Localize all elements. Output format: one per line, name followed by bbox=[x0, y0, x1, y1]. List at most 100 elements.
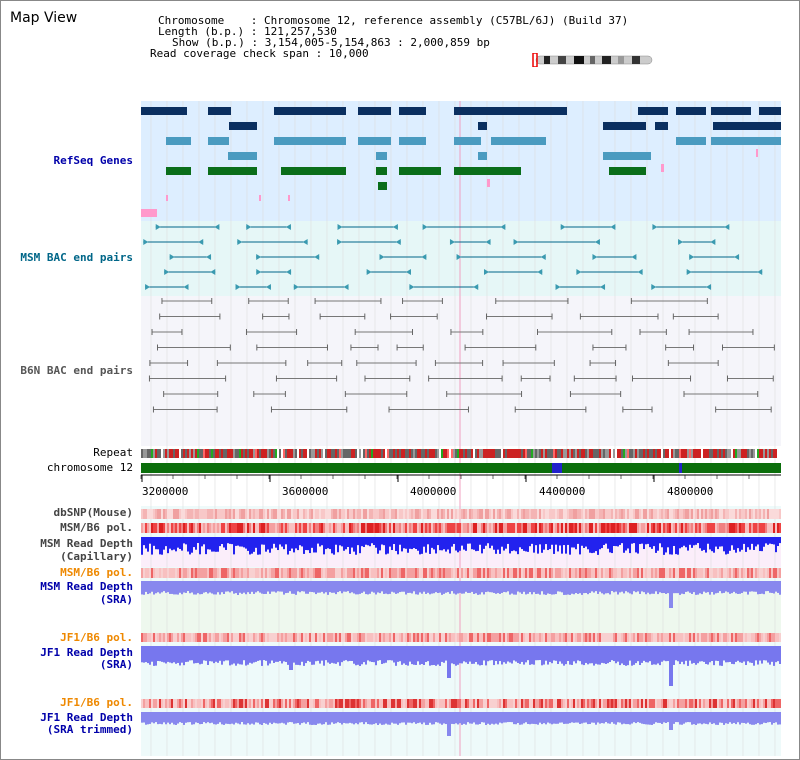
pol-cell bbox=[577, 568, 579, 578]
depth-bar bbox=[571, 581, 573, 594]
pol-cell bbox=[161, 699, 163, 708]
track-label-msm-b6-pol-sra[interactable]: MSM/B6 pol. bbox=[60, 566, 133, 579]
pol-cell bbox=[189, 509, 191, 519]
pol-cell bbox=[649, 509, 651, 519]
depth-bar bbox=[183, 712, 185, 725]
pol-cell bbox=[763, 633, 765, 642]
depth-bar bbox=[759, 537, 761, 552]
repeat-element bbox=[441, 449, 443, 458]
depth-bar bbox=[469, 646, 471, 662]
pol-cell bbox=[471, 633, 473, 642]
pol-cell bbox=[517, 568, 519, 578]
depth-bar bbox=[325, 537, 327, 550]
pol-cell bbox=[397, 509, 399, 519]
depth-bar bbox=[383, 712, 385, 725]
pol-cell bbox=[749, 633, 751, 642]
depth-bar bbox=[763, 712, 765, 723]
depth-bar bbox=[431, 712, 433, 725]
pol-cell bbox=[351, 509, 353, 519]
pol-cell bbox=[333, 509, 335, 519]
depth-bar bbox=[703, 646, 705, 662]
pol-cell bbox=[569, 633, 571, 642]
track-label-refseq[interactable]: RefSeq Genes bbox=[53, 154, 133, 167]
track-label-b6n-bac[interactable]: B6N BAC end pairs bbox=[20, 364, 133, 377]
depth-bar bbox=[309, 646, 311, 662]
track-label-chromosome[interactable]: chromosome 12 bbox=[46, 461, 133, 474]
pol-cell bbox=[247, 699, 249, 708]
pol-cell bbox=[651, 509, 653, 519]
track-label-msm-depth-sra[interactable]: MSM Read Depth bbox=[40, 580, 133, 593]
pol-cell bbox=[371, 523, 373, 533]
track-label-msm-b6-pol[interactable]: MSM/B6 pol. bbox=[60, 521, 133, 534]
repeat-element bbox=[303, 449, 305, 458]
depth-bar bbox=[577, 581, 579, 594]
depth-bar bbox=[707, 646, 709, 665]
pol-cell bbox=[319, 523, 321, 533]
repeat-element bbox=[515, 449, 517, 458]
depth-bar bbox=[661, 712, 663, 724]
pol-cell bbox=[725, 568, 727, 578]
pol-cell bbox=[147, 568, 149, 578]
pol-cell bbox=[281, 509, 283, 519]
depth-bar bbox=[661, 537, 663, 548]
pol-cell bbox=[305, 633, 307, 642]
pol-cell bbox=[203, 699, 205, 708]
pol-cell bbox=[267, 568, 269, 578]
depth-bar bbox=[679, 537, 681, 549]
track-label-jf1-b6-pol-2[interactable]: JF1/B6 pol. bbox=[60, 696, 133, 709]
depth-bar bbox=[391, 537, 393, 551]
depth-bar bbox=[641, 646, 643, 663]
depth-bar bbox=[145, 646, 147, 663]
track-label-dbsnp[interactable]: dbSNP(Mouse) bbox=[53, 506, 133, 519]
depth-bar bbox=[159, 646, 161, 662]
depth-bar bbox=[711, 537, 713, 552]
bac-end-marker bbox=[198, 239, 204, 245]
pol-cell bbox=[571, 699, 573, 708]
pol-cell bbox=[771, 523, 773, 533]
depth-bar bbox=[389, 581, 391, 594]
repeat-element bbox=[625, 449, 627, 458]
pol-cell bbox=[417, 568, 419, 578]
pol-cell bbox=[635, 568, 637, 578]
pol-cell bbox=[677, 509, 679, 519]
track-label-jf1-depth-trimmed[interactable]: JF1 Read Depth bbox=[40, 711, 133, 724]
pol-cell bbox=[591, 568, 593, 578]
pol-cell bbox=[589, 509, 591, 519]
depth-bar bbox=[445, 646, 447, 661]
pol-cell bbox=[233, 509, 235, 519]
repeat-element bbox=[565, 449, 567, 458]
pol-cell bbox=[731, 699, 733, 708]
pol-cell bbox=[553, 568, 555, 578]
depth-bar bbox=[187, 581, 189, 592]
depth-bar bbox=[717, 537, 719, 550]
pol-cell bbox=[725, 509, 727, 519]
track-label-msm-bac[interactable]: MSM BAC end pairs bbox=[20, 251, 133, 264]
repeat-element bbox=[675, 449, 677, 458]
pol-cell bbox=[567, 509, 569, 519]
track-label-jf1-b6-pol[interactable]: JF1/B6 pol. bbox=[60, 631, 133, 644]
pol-cell bbox=[151, 633, 153, 642]
depth-bar bbox=[519, 646, 521, 664]
repeat-element bbox=[505, 449, 507, 458]
track-label-msm-depth-capillary[interactable]: MSM Read Depth bbox=[40, 537, 133, 550]
pol-cell bbox=[379, 699, 381, 708]
chromosome-ideogram[interactable] bbox=[532, 53, 656, 67]
depth-bar bbox=[345, 581, 347, 592]
depth-bar bbox=[689, 646, 691, 661]
pol-cell bbox=[349, 633, 351, 642]
pol-cell bbox=[157, 523, 159, 533]
depth-bar bbox=[755, 712, 757, 725]
pol-cell bbox=[775, 568, 777, 578]
pol-cell bbox=[487, 699, 489, 708]
depth-bar bbox=[175, 581, 177, 595]
depth-bar bbox=[551, 646, 553, 664]
track-label-jf1-depth-sra[interactable]: JF1 Read Depth bbox=[40, 646, 133, 659]
pol-cell bbox=[677, 523, 679, 533]
depth-bar bbox=[697, 537, 699, 544]
track-label-repeat[interactable]: Repeat bbox=[93, 446, 133, 459]
pol-cell bbox=[149, 523, 151, 533]
pol-cell bbox=[779, 633, 781, 642]
depth-bar bbox=[497, 537, 499, 550]
depth-bar bbox=[675, 712, 677, 723]
